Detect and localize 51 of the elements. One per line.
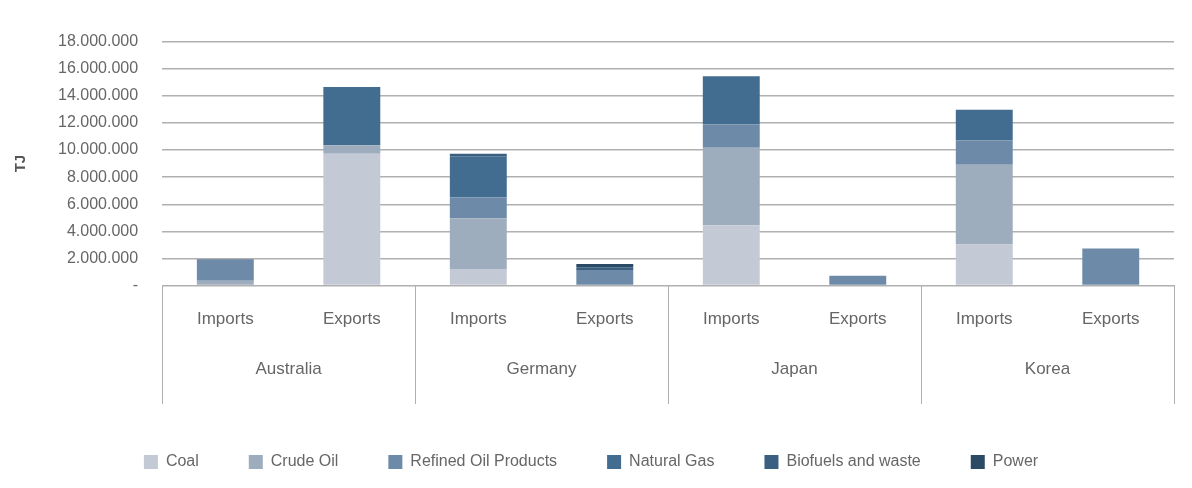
y-tick-label: 2.000.000 [66, 248, 139, 266]
bar [449, 156, 507, 198]
legend-label: Crude Oil [270, 452, 339, 470]
bar [576, 263, 634, 268]
bar [702, 124, 760, 148]
y-tick-label: - [132, 276, 139, 294]
bar [323, 153, 381, 285]
x-tick-label: Imports [702, 309, 760, 329]
x-tick-label: Imports [196, 309, 254, 329]
bar [196, 280, 254, 285]
text: Korea [1024, 359, 1071, 379]
x-tick-label: Exports [828, 309, 887, 329]
bar [196, 259, 254, 281]
legend-label: Biofuels and waste [786, 452, 921, 470]
text: Germany [506, 359, 577, 379]
bar [323, 87, 381, 146]
legend-label: Power [992, 452, 1039, 470]
bar [576, 267, 634, 270]
bar [955, 244, 1013, 285]
y-tick-label: 10.000.000 [58, 140, 139, 158]
legend-label: Refined Oil Products [410, 452, 558, 470]
bar [576, 269, 634, 285]
bar [323, 145, 381, 154]
x-tick-label: Exports [322, 309, 381, 329]
legend-label: Natural Gas [629, 452, 715, 470]
text: Japan [771, 359, 818, 379]
bar [955, 109, 1013, 141]
bar [449, 269, 507, 285]
x-tick-label: Imports [449, 309, 507, 329]
x-tick-label: Exports [575, 309, 634, 329]
bar [955, 140, 1013, 165]
x-tick-label: Exports [1081, 309, 1140, 329]
x-tick-label: Imports [955, 309, 1013, 329]
bar [829, 275, 887, 285]
bar [702, 76, 760, 125]
y-tick-label: 16.000.000 [58, 59, 139, 77]
bar [955, 164, 1013, 245]
bar [702, 147, 760, 226]
bar [1082, 248, 1140, 285]
y-tick-label: 4.000.000 [66, 221, 139, 239]
y-tick-label: 12.000.000 [58, 113, 139, 131]
bar [702, 225, 760, 285]
text: Australia [255, 359, 323, 379]
legend-label: Coal [165, 452, 199, 470]
bar [449, 218, 507, 270]
y-tick-label: 6.000.000 [66, 194, 139, 212]
bar [449, 197, 507, 219]
y-tick-label: 8.000.000 [66, 167, 139, 185]
y-tick-label: 14.000.000 [58, 86, 139, 104]
y-axis-title: TJ [11, 154, 29, 173]
y-tick-label: 18.000.000 [58, 32, 139, 50]
